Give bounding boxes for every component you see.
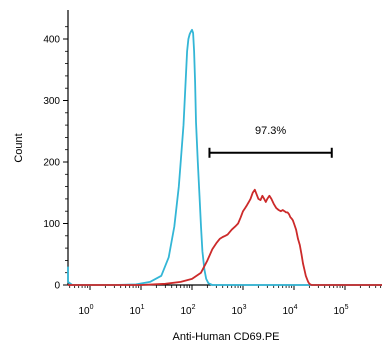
x-tick-label: 102 <box>180 304 195 317</box>
x-tick-label: 103 <box>231 304 246 317</box>
axes: 0100200300400100101102103104105106 <box>43 10 382 317</box>
x-axis-title: Anti-Human CD69.PE <box>173 331 280 343</box>
y-tick-label: 100 <box>43 219 60 230</box>
y-tick-label: 200 <box>43 158 60 169</box>
gate-group: 97.3% <box>208 125 333 158</box>
y-tick-label: 300 <box>43 96 60 107</box>
x-tick-label: 105 <box>333 304 348 317</box>
y-tick-label: 400 <box>43 35 60 46</box>
series-group <box>67 28 382 286</box>
x-tick-label: 104 <box>282 304 297 317</box>
series-line-2 <box>68 188 382 286</box>
gate-label: 97.3% <box>255 125 286 137</box>
y-axis-title: Count <box>13 133 25 162</box>
x-tick-label: 101 <box>129 304 144 317</box>
x-tick-label: 100 <box>78 304 93 317</box>
series-line-1 <box>67 28 382 286</box>
y-tick-label: 0 <box>54 281 60 292</box>
